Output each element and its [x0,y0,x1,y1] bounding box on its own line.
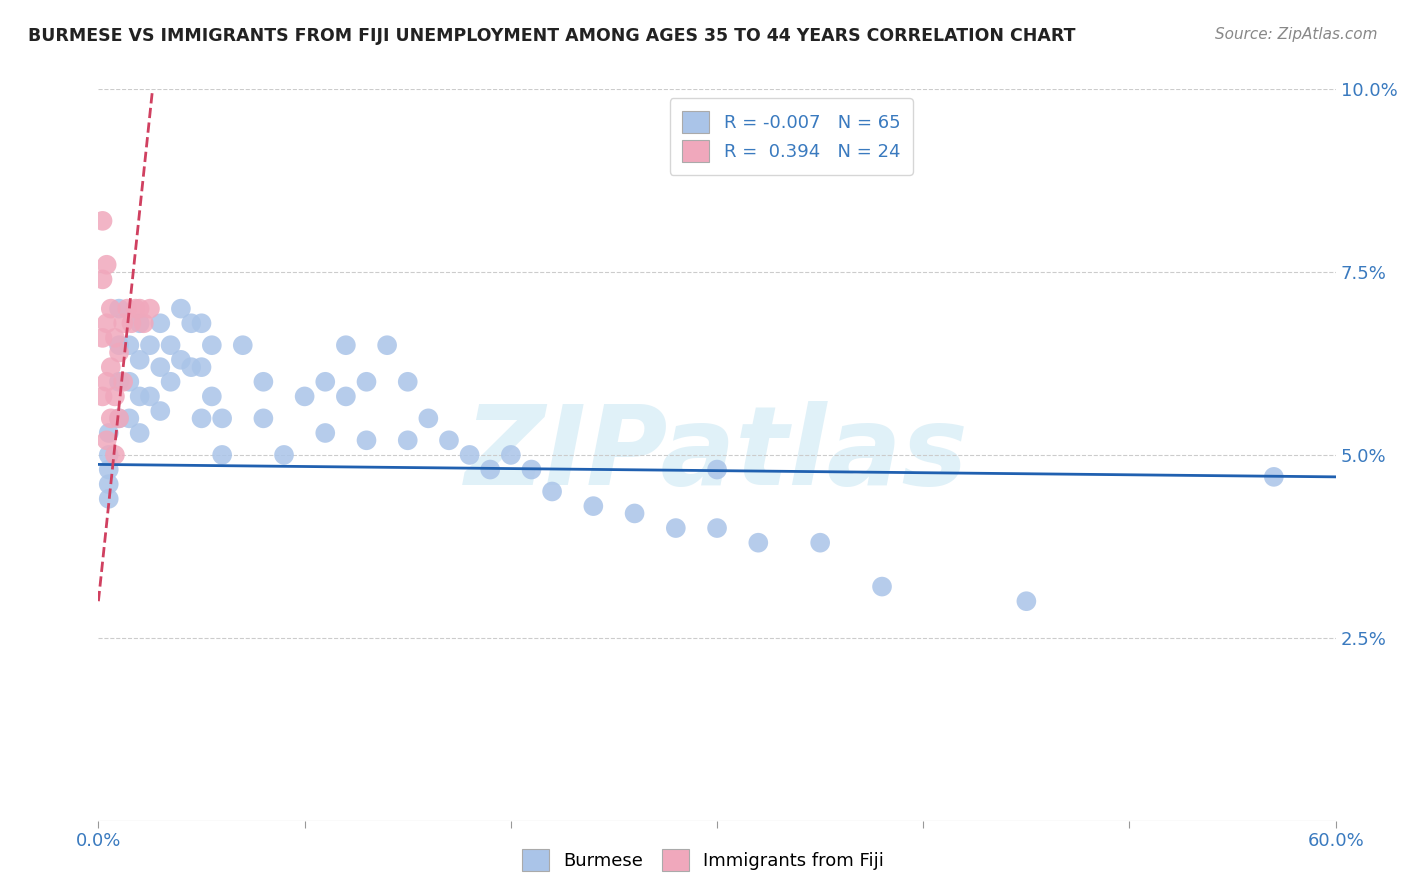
Point [190,360,212,375]
Point [356,434,378,448]
Point [418,411,440,425]
Point [120,316,142,330]
Point [108,301,131,316]
Point [211,448,233,462]
Point [108,338,131,352]
Point [128,352,150,367]
Point [201,338,224,352]
Point [190,316,212,330]
Point [201,389,224,403]
Point [252,411,274,425]
Point [1015,594,1038,608]
Point [97,477,120,491]
Point [104,448,127,462]
Point [97,462,120,476]
Point [118,375,141,389]
Text: BURMESE VS IMMIGRANTS FROM FIJI UNEMPLOYMENT AMONG AGES 35 TO 44 YEARS CORRELATI: BURMESE VS IMMIGRANTS FROM FIJI UNEMPLOY… [28,27,1076,45]
Point [132,316,155,330]
Point [124,301,146,316]
Point [108,411,131,425]
Point [96,434,118,448]
Point [139,301,162,316]
Point [139,389,162,403]
Point [170,301,193,316]
Point [91,389,114,403]
Point [96,316,118,330]
Point [149,404,172,418]
Text: ZIPatlas: ZIPatlas [465,401,969,508]
Point [582,499,605,513]
Point [118,338,141,352]
Point [396,375,419,389]
Text: Source: ZipAtlas.com: Source: ZipAtlas.com [1215,27,1378,42]
Point [97,491,120,506]
Point [117,301,139,316]
Point [128,301,150,316]
Point [335,389,357,403]
Point [665,521,688,535]
Point [91,331,114,345]
Point [180,360,202,375]
Point [100,360,122,375]
Point [96,258,118,272]
Legend: Burmese, Immigrants from Fiji: Burmese, Immigrants from Fiji [515,842,891,879]
Point [1263,470,1285,484]
Point [396,434,419,448]
Point [294,389,316,403]
Point [112,316,135,330]
Point [97,448,120,462]
Point [356,375,378,389]
Point [139,338,162,352]
Point [335,338,357,352]
Point [100,301,122,316]
Point [170,352,193,367]
Point [520,462,543,476]
Point [706,462,728,476]
Point [190,411,212,425]
Point [375,338,398,352]
Point [91,272,114,286]
Point [149,316,172,330]
Point [100,411,122,425]
Point [108,411,131,425]
Point [108,375,131,389]
Point [541,484,564,499]
Point [458,448,481,462]
Point [159,375,181,389]
Point [91,214,114,228]
Point [96,375,118,389]
Point [870,580,893,594]
Point [747,535,769,549]
Point [108,345,131,359]
Point [97,425,120,440]
Point [479,462,502,476]
Point [159,338,181,352]
Point [128,425,150,440]
Point [314,375,336,389]
Legend: R = -0.007   N = 65, R =  0.394   N = 24: R = -0.007 N = 65, R = 0.394 N = 24 [669,98,912,175]
Point [104,331,127,345]
Point [104,389,127,403]
Point [437,434,460,448]
Point [808,535,831,549]
Point [499,448,522,462]
Point [128,316,150,330]
Point [706,521,728,535]
Point [314,425,336,440]
Point [232,338,254,352]
Point [211,411,233,425]
Point [623,507,645,521]
Point [128,389,150,403]
Point [180,316,202,330]
Point [252,375,274,389]
Point [118,411,141,425]
Point [149,360,172,375]
Point [273,448,295,462]
Point [112,375,135,389]
